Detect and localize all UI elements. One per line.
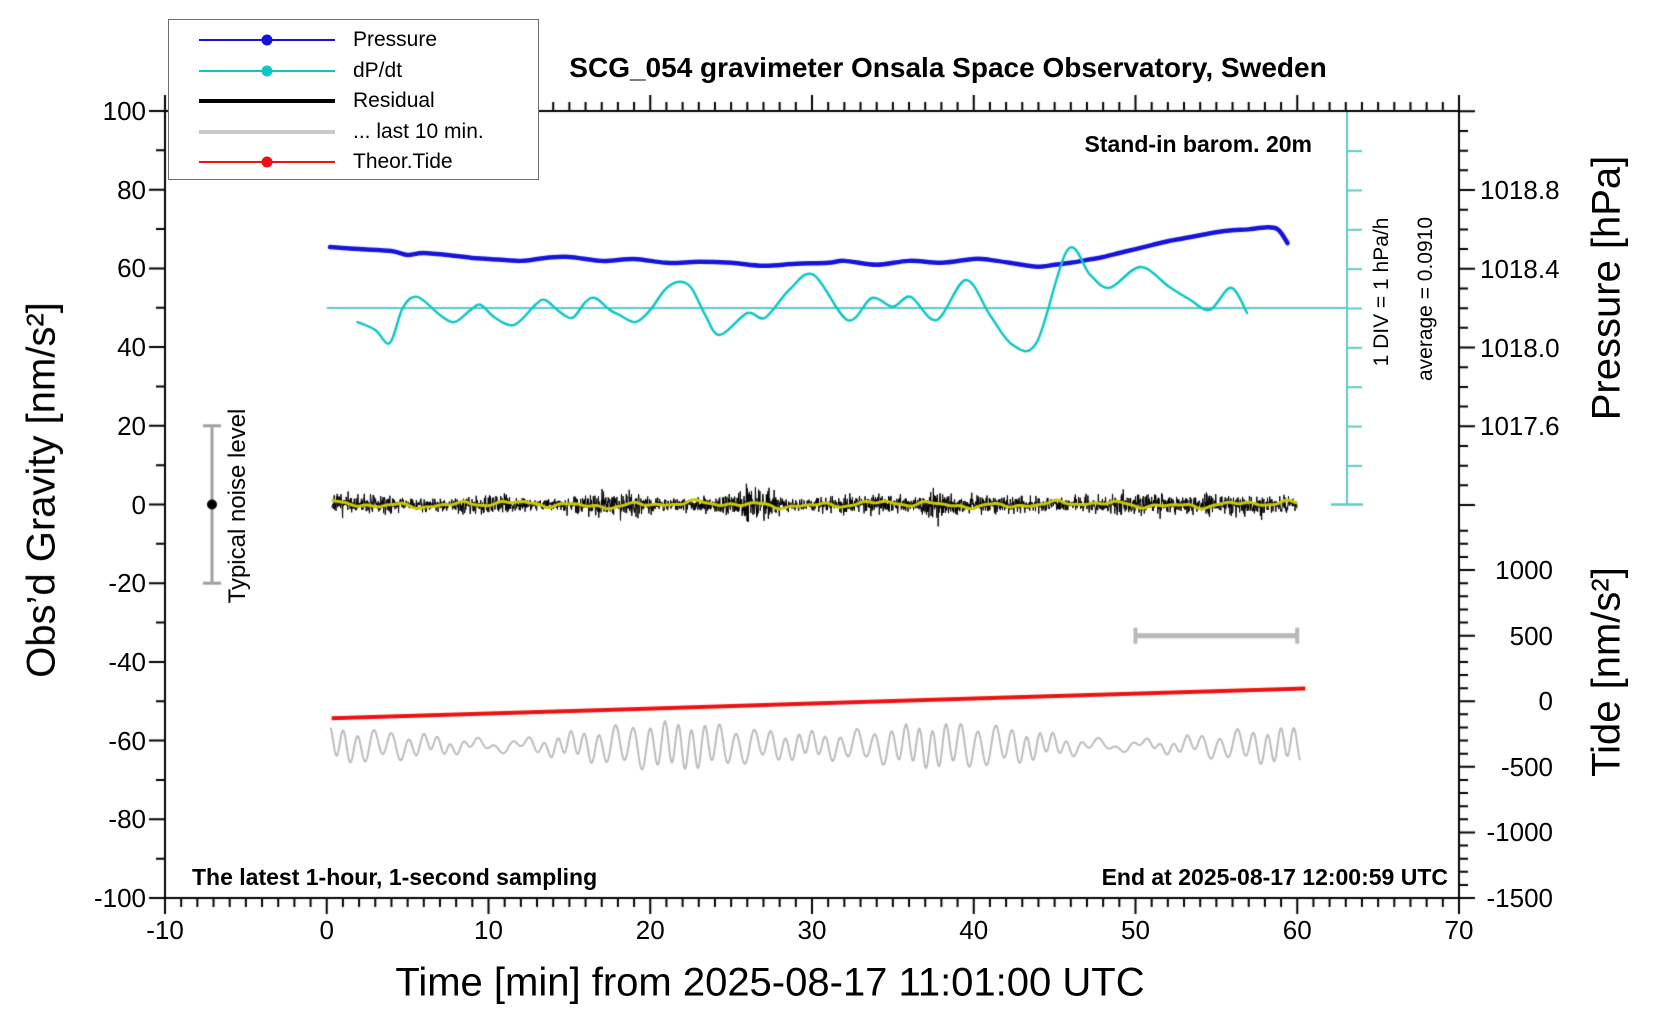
gravity-tick-label: 0 <box>131 489 146 520</box>
gravity-tick-label: -60 <box>108 725 146 756</box>
x-tick-label: 30 <box>797 915 827 945</box>
gravity-tick-label: -100 <box>93 883 146 913</box>
x-tick-label: 70 <box>1444 915 1474 945</box>
gravity-tick-label: 100 <box>102 96 146 126</box>
legend-line-sample <box>199 94 335 108</box>
x-tick-label: 50 <box>1121 915 1150 945</box>
x-tick-label: 40 <box>959 915 989 945</box>
legend-line-sample <box>199 64 335 78</box>
legend-line-sample <box>199 155 335 169</box>
chart-title: SCG_054 gravimeter Onsala Space Observat… <box>569 52 1327 83</box>
legend-item-label: ... last 10 min. <box>353 119 484 143</box>
pressure-tick-label: 1018.0 <box>1480 332 1560 363</box>
tide-tick-label: -500 <box>1500 751 1553 782</box>
legend-item: dP/dt <box>169 56 538 87</box>
legend-item: Theor.Tide <box>169 147 538 178</box>
legend-item-label: Theor.Tide <box>353 150 453 174</box>
legend-item: ... last 10 min. <box>169 117 538 148</box>
legend-item-label: dP/dt <box>353 58 403 82</box>
pressure-axis-title: Pressure [hPa] <box>1584 155 1629 421</box>
legend-item: Pressure <box>169 25 538 56</box>
pressure-tick-label: 1018.4 <box>1480 253 1560 284</box>
x-tick-label: -10 <box>146 915 184 945</box>
average-dpdt-note: average = 0.0910 <box>1414 216 1437 382</box>
gravity-tick-label: -20 <box>108 568 146 599</box>
tide-tick-label: 500 <box>1509 620 1553 651</box>
tide-tick-label: 0 <box>1538 686 1553 717</box>
gravity-tick-label: -40 <box>108 646 146 677</box>
tide-tick-label: -1500 <box>1486 883 1554 913</box>
tide-tick-label: -1000 <box>1486 817 1554 848</box>
legend-item-label: Residual <box>353 89 435 113</box>
legend-line-sample <box>199 125 335 139</box>
gravity-tick-label: 80 <box>117 174 146 205</box>
x-tick-label: 60 <box>1282 915 1312 945</box>
x-tick-label: 10 <box>474 915 503 945</box>
gravity-tick-label: 40 <box>117 332 146 363</box>
x-tick-label: 0 <box>319 915 334 945</box>
legend-line-sample <box>199 33 335 47</box>
legend-item-label: Pressure <box>353 28 438 52</box>
stand-in-barometer-note: Stand-in barom. 20m <box>1084 131 1312 157</box>
pressure-tick-label: 1017.6 <box>1480 411 1560 442</box>
tide-tick-label: 1000 <box>1495 555 1553 586</box>
x-axis-title: Time [min] from 2025-08-17 11:01:00 UTC <box>395 960 1145 1005</box>
pressure-tick-label: 1018.8 <box>1480 175 1560 205</box>
legend-box: Pressure dP/dt Residual ... last 10 min. The… <box>168 19 539 180</box>
typical-noise-level-label: Typical noise level <box>224 408 251 604</box>
x-tick-label: 20 <box>635 915 665 945</box>
gravity-tick-label: 60 <box>117 253 146 284</box>
sampling-note: The latest 1-hour, 1-second sampling <box>192 864 598 890</box>
gravity-tick-label: -80 <box>108 804 146 835</box>
gravity-tick-label: 20 <box>117 410 146 441</box>
end-time-note: End at 2025-08-17 12:00:59 UTC <box>1101 864 1448 890</box>
tide-axis-title: Tide [nm/s²] <box>1584 567 1629 777</box>
legend-item: Residual <box>169 86 538 117</box>
div-scale-note: 1 DIV = 1 hPa/h <box>1370 217 1393 367</box>
